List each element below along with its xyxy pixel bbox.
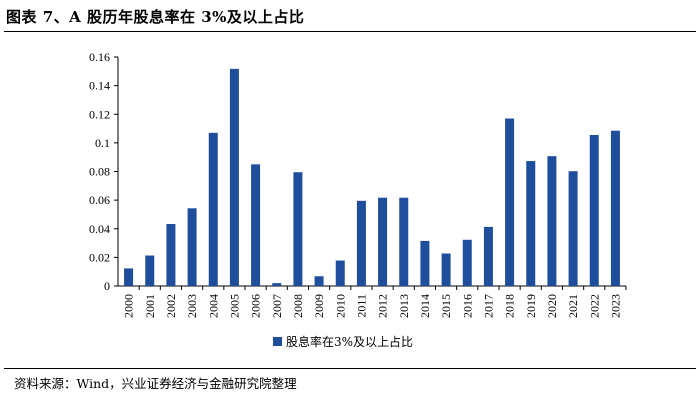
legend: 股息率在3%及以上占比 — [273, 334, 413, 349]
bar-2017 — [483, 226, 493, 286]
x-tick-label: 2005 — [227, 294, 241, 318]
y-tick-label: 0.02 — [89, 250, 110, 264]
bar-2014 — [420, 240, 430, 286]
x-tick-label: 2002 — [164, 294, 178, 318]
x-tick-label: 2007 — [270, 294, 284, 318]
footer-divider — [4, 368, 696, 369]
x-tick-label: 2019 — [524, 294, 538, 318]
bar-2008 — [293, 172, 303, 286]
y-tick-label: 0.1 — [95, 136, 110, 150]
x-tick-label: 2004 — [206, 294, 220, 318]
x-tick-label: 2021 — [566, 294, 580, 318]
bar-2012 — [378, 197, 388, 286]
bar-2003 — [187, 208, 197, 286]
bar-2011 — [356, 200, 366, 286]
x-tick-label: 2009 — [312, 294, 326, 318]
y-tick-label: 0 — [104, 279, 110, 293]
bar-2002 — [166, 224, 176, 286]
bar-2004 — [208, 132, 218, 286]
bar-chart: 00.020.040.060.080.10.120.140.16 2000 200… — [89, 50, 627, 349]
bar-2007 — [272, 283, 282, 286]
legend-swatch — [273, 337, 282, 346]
bar-2010 — [335, 260, 345, 286]
y-tick-label: 0.12 — [89, 107, 110, 121]
bar-2000 — [124, 268, 134, 286]
bar-series — [124, 68, 620, 287]
x-tick-label: 2013 — [397, 294, 411, 318]
y-tick-label: 0.04 — [89, 222, 110, 236]
bar-2018 — [505, 118, 515, 286]
y-tick-label: 0.08 — [89, 165, 110, 179]
x-tick-label: 2006 — [249, 294, 263, 318]
x-tick-label: 2014 — [418, 294, 432, 318]
x-tick-label: 2010 — [333, 294, 347, 318]
bar-2022 — [589, 135, 599, 286]
title-divider — [4, 31, 696, 32]
x-tick-label: 2016 — [460, 294, 474, 318]
bar-2019 — [526, 161, 536, 286]
x-tick-label: 2003 — [185, 294, 199, 318]
bar-2013 — [399, 197, 409, 286]
chart-title: 图表 7、A 股历年股息率在 3%及以上占比 — [6, 8, 305, 26]
legend-label: 股息率在3%及以上占比 — [286, 334, 413, 349]
x-tick-label: 2000 — [122, 294, 136, 318]
bar-2005 — [229, 68, 239, 287]
x-tick-label: 2023 — [608, 294, 622, 318]
x-tick-label: 2018 — [503, 294, 517, 318]
y-axis: 0 0.02 0.04 0.06 0.08 0.1 0.12 0.14 0.16 — [89, 50, 119, 293]
bar-2020 — [547, 156, 557, 286]
x-tick-label: 2017 — [481, 294, 495, 318]
x-tick-label: 2012 — [376, 294, 390, 318]
y-tick-label: 0.16 — [89, 50, 110, 64]
x-tick-label: 2015 — [439, 294, 453, 318]
x-tick-label: 2020 — [545, 294, 559, 318]
x-axis: 2000 2001 2002 2003 2004 2005 2006 2007 2008 2009… — [118, 285, 627, 318]
bar-2023 — [610, 130, 620, 286]
x-tick-label: 2001 — [143, 294, 157, 318]
y-tick-label: 0.06 — [89, 193, 110, 207]
bar-2009 — [314, 276, 324, 286]
bar-2006 — [251, 164, 261, 286]
bar-2021 — [568, 171, 578, 286]
bar-2001 — [145, 255, 155, 286]
source-note: 资料来源：Wind，兴业证券经济与金融研究院整理 — [14, 376, 297, 391]
x-tick-label: 2011 — [354, 294, 368, 318]
bar-2016 — [462, 239, 472, 286]
x-tick-label: 2008 — [291, 294, 305, 318]
y-tick-label: 0.14 — [89, 79, 110, 93]
x-tick-label: 2022 — [587, 294, 601, 318]
bar-2015 — [441, 253, 451, 286]
